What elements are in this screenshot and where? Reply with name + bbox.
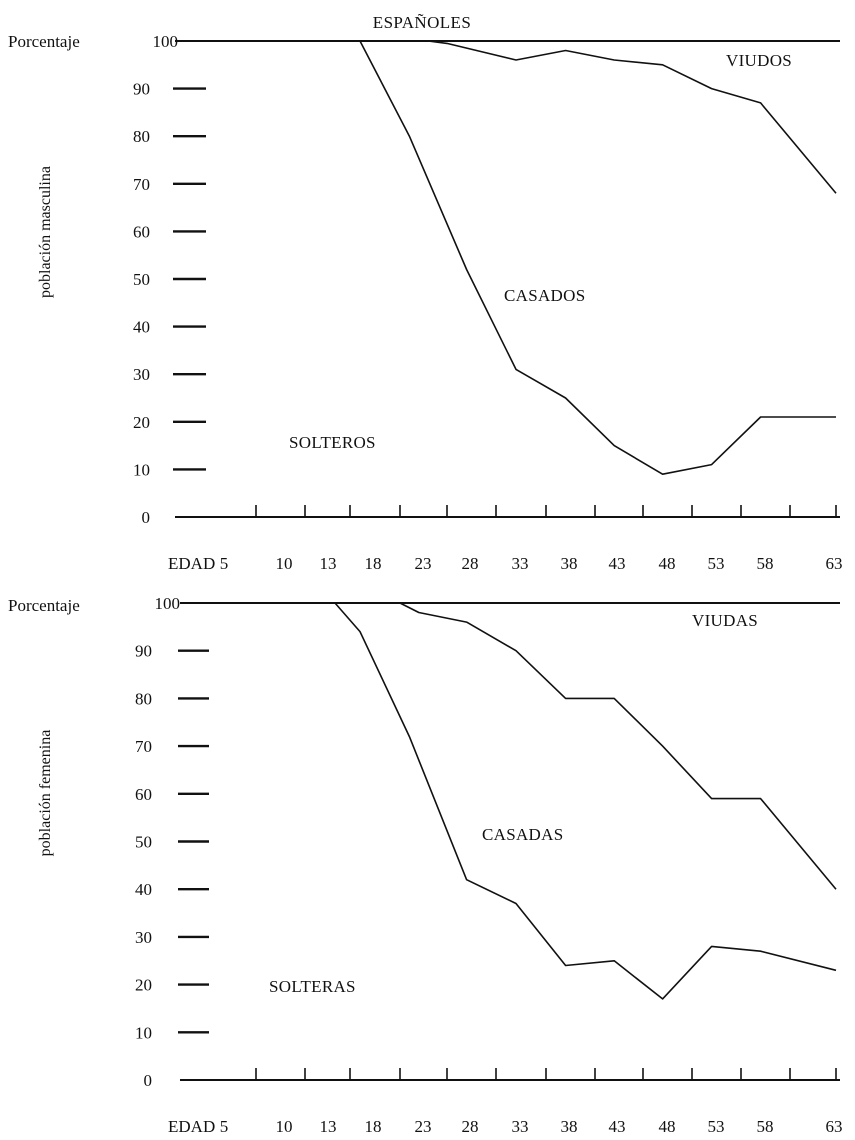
region-label-viudos: VIUDOS bbox=[726, 51, 792, 70]
region-label-solteros: SOLTEROS bbox=[289, 433, 376, 452]
panel-female-plot: 0 10 20 30 40 50 60 70 80 90 100 5 10 13 18 23 28 33 38 43 4… bbox=[135, 594, 843, 1136]
y-axis-prefix-female: Porcentaje bbox=[8, 596, 80, 615]
x-tick-label: 33 bbox=[512, 554, 529, 573]
y-tick-label: 30 bbox=[133, 365, 150, 384]
x-tick-label: 53 bbox=[708, 554, 725, 573]
x-tick-label: 28 bbox=[462, 1117, 479, 1136]
y-tick-label: 80 bbox=[133, 127, 150, 146]
x-axis-prefix-female: EDAD bbox=[168, 1117, 215, 1136]
region-label-casados: CASADOS bbox=[504, 286, 585, 305]
x-tick-label: 33 bbox=[512, 1117, 529, 1136]
y-tick-label: 0 bbox=[142, 508, 151, 527]
y-tick-label: 10 bbox=[135, 1023, 152, 1042]
chart-title: ESPAÑOLES bbox=[373, 13, 471, 32]
y-axis-prefix-male: Porcentaje bbox=[8, 32, 80, 51]
x-tick-label: 58 bbox=[757, 1117, 774, 1136]
panel-male: Porcentaje población masculina VIUDOS CA… bbox=[8, 32, 843, 573]
x-tick-label: 43 bbox=[609, 554, 626, 573]
y-tick-label: 50 bbox=[133, 270, 150, 289]
region-label-solteras: SOLTERAS bbox=[269, 977, 356, 996]
y-tick-label: 30 bbox=[135, 928, 152, 947]
x-tick-label: 38 bbox=[561, 1117, 578, 1136]
x-tick-label: 10 bbox=[276, 554, 293, 573]
y-tick-label: 20 bbox=[133, 413, 150, 432]
y-tick-label: 90 bbox=[133, 80, 150, 99]
x-tick-label: 63 bbox=[826, 554, 843, 573]
x-tick-label: 13 bbox=[320, 1117, 337, 1136]
series-line-viudas bbox=[180, 602, 837, 890]
x-tick-label: 23 bbox=[415, 1117, 432, 1136]
x-tick-label: 18 bbox=[365, 1117, 382, 1136]
x-tick-label: 58 bbox=[757, 554, 774, 573]
x-tick-label: 28 bbox=[462, 554, 479, 573]
y-tick-label: 100 bbox=[153, 32, 179, 51]
x-tick-label: 48 bbox=[659, 1117, 676, 1136]
x-tick-label: 48 bbox=[659, 554, 676, 573]
x-tick-label: 23 bbox=[415, 554, 432, 573]
y-tick-label: 70 bbox=[135, 737, 152, 756]
x-axis-prefix-male: EDAD bbox=[168, 554, 215, 573]
y-tick-label: 100 bbox=[155, 594, 181, 613]
x-tick-label: 5 bbox=[220, 554, 229, 573]
y-tick-label: 40 bbox=[133, 318, 150, 337]
panel-female: Porcentaje población femenina VIUDAS CAS… bbox=[8, 594, 843, 1136]
series-line-viudos bbox=[175, 40, 837, 194]
y-tick-label: 70 bbox=[133, 175, 150, 194]
x-tick-label: 10 bbox=[276, 1117, 293, 1136]
x-tick-label: 5 bbox=[220, 1117, 229, 1136]
x-tick-label: 53 bbox=[708, 1117, 725, 1136]
y-tick-label: 60 bbox=[135, 785, 152, 804]
y-tick-label: 90 bbox=[135, 642, 152, 661]
y-axis-label-male: población masculina bbox=[37, 166, 54, 298]
y-tick-label: 10 bbox=[133, 460, 150, 479]
y-tick-label: 60 bbox=[133, 222, 150, 241]
x-tick-label: 13 bbox=[320, 554, 337, 573]
region-label-casadas: CASADAS bbox=[482, 825, 563, 844]
y-tick-label: 20 bbox=[135, 976, 152, 995]
x-tick-label: 38 bbox=[561, 554, 578, 573]
y-tick-label: 50 bbox=[135, 833, 152, 852]
x-tick-label: 43 bbox=[609, 1117, 626, 1136]
y-tick-label: 40 bbox=[135, 880, 152, 899]
region-label-viudas: VIUDAS bbox=[692, 611, 758, 630]
y-tick-label: 80 bbox=[135, 689, 152, 708]
series-line-casados bbox=[175, 40, 836, 476]
x-tick-label: 63 bbox=[826, 1117, 843, 1136]
x-tick-label: 18 bbox=[365, 554, 382, 573]
y-tick-label: 0 bbox=[144, 1071, 153, 1090]
series-line-casadas bbox=[180, 602, 837, 1000]
panel-male-plot: 0 10 20 30 40 50 60 70 80 90 100 5 10 13 18 23 28 33 38 43 4… bbox=[133, 32, 843, 573]
y-axis-label-female: población femenina bbox=[37, 730, 54, 857]
